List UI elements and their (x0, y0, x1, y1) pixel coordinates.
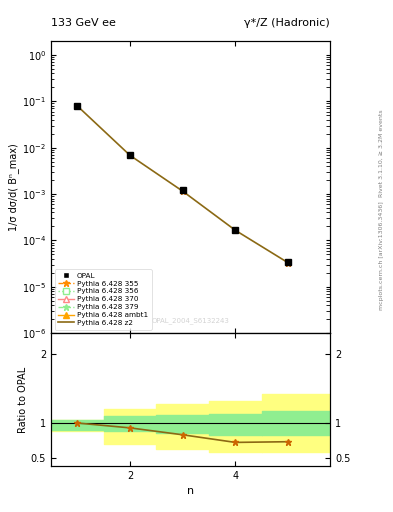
Y-axis label: 1/σ dσ/d( Bⁿ_max): 1/σ dσ/d( Bⁿ_max) (8, 143, 19, 231)
Text: mcplots.cern.ch [arXiv:1306.3436]: mcplots.cern.ch [arXiv:1306.3436] (379, 202, 384, 310)
Y-axis label: Ratio to OPAL: Ratio to OPAL (18, 367, 28, 433)
Legend: OPAL, Pythia 6.428 355, Pythia 6.428 356, Pythia 6.428 370, Pythia 6.428 379, Py: OPAL, Pythia 6.428 355, Pythia 6.428 356… (55, 269, 152, 330)
Text: Rivet 3.1.10, ≥ 3.2M events: Rivet 3.1.10, ≥ 3.2M events (379, 110, 384, 198)
X-axis label: n: n (187, 486, 194, 496)
Text: OPAL_2004_S6132243: OPAL_2004_S6132243 (152, 317, 230, 325)
Text: 133 GeV ee: 133 GeV ee (51, 18, 116, 28)
Text: γ*/Z (Hadronic): γ*/Z (Hadronic) (244, 18, 330, 28)
